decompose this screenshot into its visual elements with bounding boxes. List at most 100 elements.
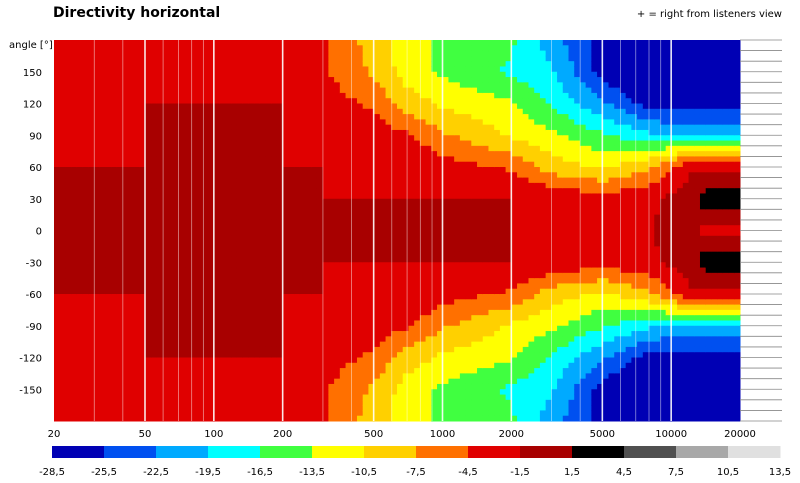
heatmap-cell	[82, 230, 89, 237]
heatmap-cell	[282, 336, 289, 343]
heatmap-cell	[128, 262, 135, 269]
heatmap-cell	[88, 71, 95, 78]
heatmap-cell	[368, 341, 375, 348]
heatmap-cell	[82, 309, 89, 316]
heatmap-cell	[122, 288, 129, 295]
heatmap-cell	[311, 288, 318, 295]
heatmap-cell	[139, 389, 146, 396]
heatmap-cell	[379, 129, 387, 136]
heatmap-cell	[82, 225, 89, 231]
heatmap-cell	[128, 299, 135, 306]
heatmap-cell	[151, 368, 158, 374]
heatmap-cell	[419, 389, 427, 396]
heatmap-cell	[191, 357, 198, 364]
heatmap-cell	[202, 182, 209, 189]
heatmap-cell	[431, 114, 438, 120]
heatmap-cell	[368, 188, 375, 194]
heatmap-cell	[305, 267, 312, 274]
heatmap-cell	[179, 177, 186, 184]
heatmap-cell	[202, 198, 209, 205]
heatmap-cell	[214, 40, 221, 46]
heatmap-cell	[425, 267, 432, 274]
heatmap-cell	[385, 251, 392, 258]
heatmap-cell	[311, 304, 318, 311]
heatmap-cell	[437, 103, 444, 110]
heatmap-cell	[94, 151, 101, 157]
heatmap-cell	[82, 167, 89, 173]
heatmap-cell	[202, 288, 209, 295]
heatmap-cell	[254, 55, 261, 62]
heatmap-cell	[442, 156, 449, 163]
heatmap-cell	[236, 315, 244, 321]
heatmap-cell	[351, 341, 358, 348]
heatmap-cell	[185, 362, 192, 369]
heatmap-cell	[219, 71, 226, 78]
heatmap-cell	[162, 415, 169, 422]
heatmap-cell	[316, 114, 324, 120]
heatmap-cell	[71, 309, 78, 316]
heatmap-cell	[374, 108, 381, 115]
heatmap-cell	[356, 119, 364, 126]
heatmap-cell	[276, 399, 284, 406]
heatmap-cell	[425, 87, 432, 94]
heatmap-cell	[351, 177, 358, 184]
heatmap-cell	[362, 272, 369, 279]
heatmap-cell	[408, 352, 415, 358]
heatmap-cell	[145, 140, 152, 147]
heatmap-cell	[225, 278, 232, 284]
heatmap-cell	[151, 204, 158, 210]
heatmap-cell	[236, 124, 244, 131]
heatmap-cell	[425, 151, 432, 157]
heatmap-cell	[282, 145, 289, 152]
heatmap-cell	[65, 294, 72, 300]
heatmap-cell	[214, 299, 221, 306]
heatmap-cell	[442, 98, 449, 104]
heatmap-cell	[134, 50, 141, 57]
heatmap-cell	[202, 278, 209, 284]
heatmap-cell	[391, 119, 398, 126]
heatmap-cell	[448, 129, 455, 136]
heatmap-cell	[116, 87, 124, 94]
heatmap-cell	[134, 61, 141, 67]
heatmap-cell	[185, 45, 192, 52]
heatmap-cell	[208, 87, 215, 94]
heatmap-cell	[397, 256, 404, 263]
heatmap-cell	[265, 214, 272, 221]
heatmap-cell	[219, 135, 226, 142]
heatmap-cell	[134, 272, 141, 279]
heatmap-cell	[122, 283, 129, 290]
heatmap-cell	[282, 262, 289, 269]
heatmap-cell	[294, 399, 301, 406]
heatmap-cell	[391, 362, 398, 369]
heatmap-cell	[402, 124, 409, 131]
heatmap-cell	[437, 119, 444, 126]
heatmap-cell	[345, 325, 352, 332]
heatmap-cell	[156, 331, 164, 337]
heatmap-cell	[59, 368, 66, 374]
heatmap-cell	[122, 394, 129, 401]
heatmap-cell	[288, 262, 295, 269]
heatmap-cell	[294, 262, 301, 269]
heatmap-cell	[254, 114, 261, 120]
heatmap-cell	[231, 114, 238, 120]
heatmap-cell	[437, 304, 444, 311]
heatmap-cell	[105, 161, 112, 168]
heatmap-cell	[425, 145, 432, 152]
heatmap-cell	[219, 378, 226, 385]
heatmap-cell	[345, 294, 352, 300]
heatmap-cell	[111, 55, 118, 62]
heatmap-cell	[116, 103, 124, 110]
heatmap-cell	[334, 209, 341, 216]
heatmap-cell	[402, 410, 409, 417]
heatmap-cell	[116, 204, 124, 210]
heatmap-cell	[185, 394, 192, 401]
heatmap-cell	[214, 230, 221, 237]
heatmap-cell	[431, 415, 438, 422]
heatmap-cell	[156, 40, 164, 46]
heatmap-cell	[356, 394, 364, 401]
heatmap-cell	[345, 209, 352, 216]
heatmap-cell	[414, 129, 421, 136]
heatmap-cell	[408, 50, 415, 57]
heatmap-cell	[236, 378, 244, 385]
heatmap-cell	[351, 92, 358, 99]
